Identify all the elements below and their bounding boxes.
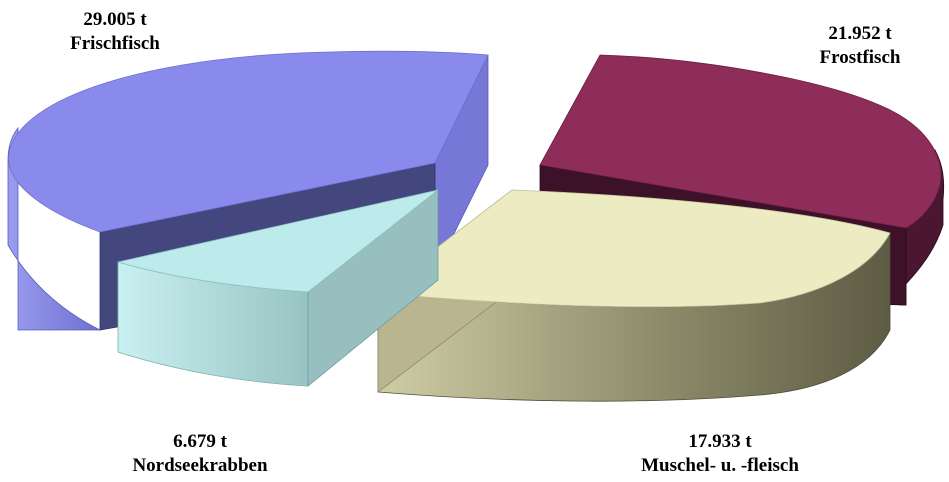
label-frischfisch: 29.005 t Frischfisch <box>20 8 210 56</box>
label-frostfisch-value: 21.952 t <box>828 23 892 44</box>
label-nordseekrabben-name: Nordseekrabben <box>132 455 268 476</box>
label-nordseekrabben: 6.679 t Nordseekrabben <box>90 430 310 478</box>
label-frostfisch-name: Frostfisch <box>819 47 901 68</box>
label-frischfisch-value: 29.005 t <box>83 9 147 30</box>
slice-nordseekrabben-top <box>117 189 439 293</box>
slice-frostfisch-top <box>539 54 942 229</box>
slice-frischfisch-top <box>8 50 489 233</box>
slice-muschel-top <box>376 189 891 308</box>
slice-frischfisch-side <box>7 126 101 331</box>
slice-nordseekrabben <box>117 189 439 387</box>
label-frischfisch-name: Frischfisch <box>70 33 160 54</box>
label-frostfisch: 21.952 t Frostfisch <box>770 22 949 70</box>
label-nordseekrabben-value: 6.679 t <box>173 431 227 452</box>
label-muschel-value: 17.933 t <box>688 431 752 452</box>
label-muschel: 17.933 t Muschel- u. -fleisch <box>590 430 850 478</box>
slice-muschel <box>376 189 891 402</box>
label-muschel-name: Muschel- u. -fleisch <box>641 455 799 476</box>
